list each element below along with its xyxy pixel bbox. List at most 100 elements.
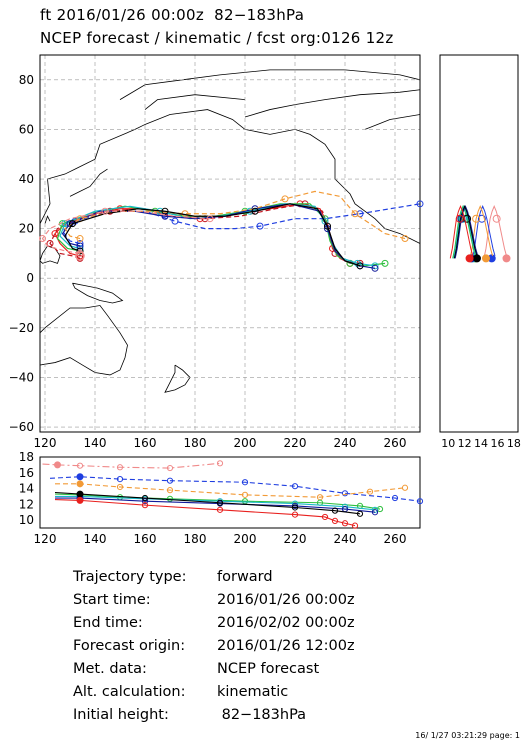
trajectory-point [416, 200, 424, 208]
side-marker [472, 214, 481, 223]
trajectory-point [161, 207, 169, 215]
height-line-pink [42, 462, 221, 469]
coastline-segment [39, 109, 421, 244]
height-point [341, 520, 349, 527]
trajectory-point [69, 220, 76, 228]
info-value: kinematic [217, 684, 289, 700]
height-y-tick-label: 10 [19, 513, 34, 527]
height-point [141, 498, 149, 505]
height-point [116, 483, 124, 491]
trajectory-point [46, 240, 54, 247]
height-x-tick-label: 120 [34, 532, 57, 546]
coastline-segment [119, 69, 421, 100]
side-trace [449, 204, 474, 259]
coastline [39, 69, 421, 393]
height-point [241, 491, 249, 498]
page-footer: 16/ 1/27 03:21:29 page: 1 [415, 731, 520, 740]
trajectory-point [206, 215, 214, 223]
height-start-marker [54, 461, 61, 469]
side-marker [465, 254, 474, 263]
height-point [291, 483, 299, 490]
side-marker [472, 254, 481, 263]
height-point [331, 507, 339, 514]
map-panel: −60 −40 −20 0 20 40 60 80 120 140 160 180 200 220 240 2… [9, 54, 424, 450]
height-point [351, 522, 359, 529]
height-point [166, 495, 174, 502]
coastline-segment [72, 282, 124, 304]
map-frame [39, 54, 421, 433]
trajectory-point [101, 207, 109, 215]
side-marker [481, 254, 490, 263]
height-point [166, 487, 174, 494]
side-trace [469, 204, 494, 259]
height-line-orange [55, 483, 406, 498]
height-start-marker [76, 490, 84, 498]
side-trace [471, 204, 496, 259]
info-value: 2016/02/02 00:00z [217, 615, 355, 631]
coastline-segment [164, 364, 191, 393]
trajectory-point [401, 235, 409, 243]
side-x-tick-label: 10 [441, 437, 455, 450]
side-x-tick-label: 18 [507, 437, 521, 450]
x-tick-label: 220 [284, 436, 307, 450]
trajectory-line-black [64, 203, 361, 267]
x-tick-label: 180 [184, 436, 207, 450]
height-point [321, 513, 329, 521]
height-frame [39, 456, 421, 529]
coastline-segment [39, 245, 61, 264]
trajectory-point [51, 230, 59, 238]
height-point [76, 462, 84, 469]
info-label: Met. data: [73, 661, 147, 677]
info-value: forward [217, 569, 273, 585]
height-x-tick-label: 200 [234, 532, 257, 546]
x-tick-label: 200 [234, 436, 257, 450]
y-tick-label: −40 [9, 370, 34, 384]
y-tick-label: 80 [19, 73, 34, 87]
trajectory-point [76, 242, 84, 250]
trajectory-line-pink [41, 210, 211, 255]
map-grid [40, 55, 420, 432]
height-y-tick-label: 16 [19, 466, 34, 480]
height-point [331, 517, 339, 525]
height-point [371, 509, 379, 516]
trajectory-point [251, 207, 259, 215]
height-point [416, 498, 424, 505]
info-value: 2016/01/26 12:00z [217, 638, 355, 654]
height-y-tick-label: 14 [19, 482, 34, 496]
trajectory-point [76, 240, 84, 247]
height-point [391, 494, 399, 502]
trajectory-point [61, 220, 69, 228]
info-label: Initial height: [73, 707, 169, 723]
x-tick-label: 260 [384, 436, 407, 450]
height-x-tick-label: 220 [284, 532, 307, 546]
y-tick-label: 20 [19, 222, 34, 236]
height-line-red [54, 499, 356, 527]
side-x-tick-label: 12 [458, 437, 472, 450]
height-y-tick-label: 12 [19, 497, 34, 511]
y-tick-label: 60 [19, 122, 34, 136]
coastline-segment [364, 114, 421, 130]
chart-title: ft 2016/01/26 00:00z 82−183hPa [40, 6, 305, 24]
info-label: Forecast origin: [73, 638, 186, 654]
trajectory-point [371, 262, 379, 270]
height-point [241, 498, 249, 505]
info-value: 2016/01/26 00:00z [217, 592, 355, 608]
height-point [291, 504, 299, 511]
side-x-tick-label: 16 [490, 437, 504, 450]
height-y-tick-label: 18 [19, 450, 34, 464]
side-trace [454, 204, 479, 259]
coastline-segment [39, 305, 128, 376]
height-point [366, 488, 374, 495]
height-point [356, 510, 364, 517]
trajectory-point [281, 195, 289, 203]
height-x-tick-label: 180 [184, 532, 207, 546]
side-marker [492, 214, 501, 223]
height-point [291, 511, 299, 518]
height-point [341, 490, 349, 497]
height-x-tick-label: 160 [134, 532, 157, 546]
height-start-marker [76, 496, 84, 504]
height-point [401, 484, 409, 491]
x-tick-label: 120 [34, 436, 57, 450]
info-value: NCEP forecast [217, 661, 320, 677]
coastline-segment [144, 94, 246, 110]
